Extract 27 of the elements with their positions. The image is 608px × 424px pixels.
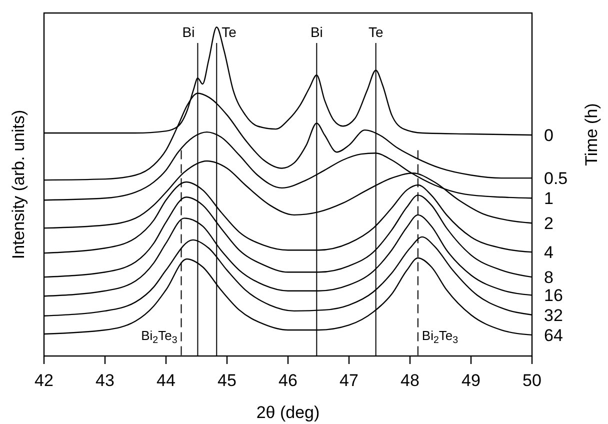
x-tick-label: 47 [340, 371, 358, 390]
x-tick-label: 49 [462, 371, 480, 390]
x-tick-label: 43 [96, 371, 114, 390]
series-label: 32 [544, 306, 563, 325]
series-label: 8 [544, 268, 554, 288]
series-label: 2 [544, 214, 554, 234]
ref-line-label: Bi$_{2}$Te$_{3}$ [141, 328, 178, 346]
series-label: 64 [544, 326, 563, 345]
ref-line-label: Te [368, 24, 384, 40]
x-tick-label: 42 [34, 371, 54, 390]
legend-title: Time (h) [582, 103, 601, 166]
ref-line-label: Bi$_{2}$Te$_{3}$ [422, 328, 458, 346]
series-label: 4 [544, 243, 554, 262]
series-label: 1 [544, 189, 554, 208]
x-tick-label: 44 [156, 371, 176, 390]
x-tick-label: 46 [278, 371, 298, 390]
ref-line-label: Te [222, 24, 237, 40]
series-label: 16 [544, 286, 563, 306]
series-label: 0 [544, 126, 554, 145]
x-tick-label: 45 [218, 371, 236, 390]
x-tick-label: 50 [522, 371, 542, 390]
y-axis-title: Intensity (arb. units) [9, 110, 28, 260]
series-label: 0.5 [544, 169, 568, 188]
ref-line-label: Bi [182, 24, 195, 40]
x-axis-title: 2θ (deg) [256, 403, 320, 422]
x-tick-label: 48 [400, 371, 420, 390]
ref-line-label: Bi [310, 24, 323, 40]
